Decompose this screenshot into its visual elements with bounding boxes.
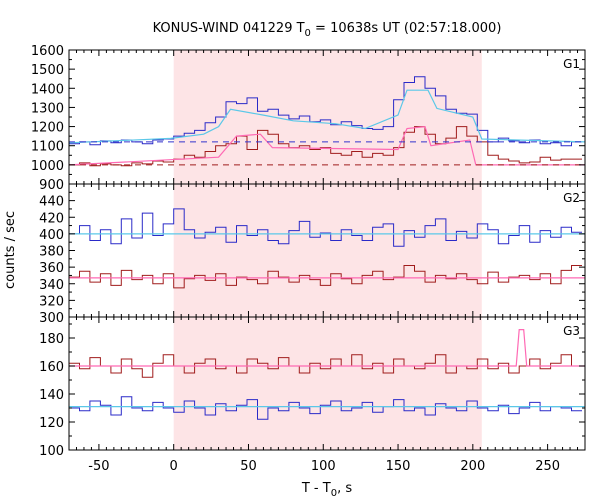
g1-blue-fit-line xyxy=(68,89,586,144)
y-axis-label: counts / sec xyxy=(3,211,18,289)
panel-g3: 100 120 140 160 180 G3 xyxy=(39,316,586,459)
g3-red-histogram-line xyxy=(69,354,582,378)
y-tick-label: 1600 xyxy=(31,44,64,59)
y-tick-label: 160 xyxy=(39,360,64,375)
title-text-suffix: = 10638s UT (02:57:18.000) xyxy=(311,21,501,36)
y-tick-label: 300 xyxy=(39,311,64,326)
g2-blue-histogram-line xyxy=(69,208,582,247)
x-tick-label: 250 xyxy=(535,459,560,474)
panel-g1: 900 1000 1100 1200 1300 1400 1500 1600 G1 xyxy=(31,44,586,193)
g2-red-histogram-line xyxy=(69,265,582,289)
y-tick-label: 340 xyxy=(39,278,64,293)
x-tick-label: -50 xyxy=(88,459,109,474)
g3-red-fit-line xyxy=(69,329,585,367)
y-tick-label: 900 xyxy=(39,178,64,193)
y-tick-label: 1200 xyxy=(31,121,64,136)
x-axis-label-subscript: 0 xyxy=(331,488,337,499)
y-tick-label: 380 xyxy=(39,245,64,260)
y-tick-label: 180 xyxy=(39,332,64,347)
x-tick-label: 50 xyxy=(240,459,257,474)
panel-frame xyxy=(68,316,586,451)
panels-group: 9001000110012001300140015001600G13003203… xyxy=(31,44,586,474)
title-subscript: 0 xyxy=(305,28,311,39)
y-tick-label: 1500 xyxy=(31,63,64,78)
burst-interval-shade xyxy=(173,50,482,450)
g3-blue-histogram-line xyxy=(69,396,582,420)
y-tick-label: 1400 xyxy=(31,82,64,97)
y-tick-label: 1000 xyxy=(31,159,64,174)
x-axis-label: T - T0, s xyxy=(301,481,352,499)
chart-title: KONUS-WIND 041229 T0 = 10638s UT (02:57:… xyxy=(153,21,502,39)
panel-label: G2 xyxy=(563,191,580,205)
y-tick-label: 100 xyxy=(39,444,64,459)
x-tick-label: 200 xyxy=(460,459,485,474)
x-tick-label: 0 xyxy=(170,459,178,474)
g1-red-fit-line xyxy=(68,125,585,166)
y-tick-label: 120 xyxy=(39,416,64,431)
y-tick-label: 360 xyxy=(39,261,64,276)
panel-label: G1 xyxy=(563,57,580,71)
y-tick-label: 320 xyxy=(39,294,64,309)
x-axis-label-text: T - T xyxy=(301,481,331,496)
y-tick-label: 420 xyxy=(39,211,64,226)
y-tick-label: 1300 xyxy=(31,101,64,116)
x-axis-label-suffix: , s xyxy=(337,481,352,496)
y-tick-label: 140 xyxy=(39,388,64,403)
x-tick-label: 150 xyxy=(386,459,411,474)
x-tick-label: 100 xyxy=(311,459,336,474)
title-text: KONUS-WIND 041229 T xyxy=(153,21,305,36)
y-tick-label: 400 xyxy=(39,228,64,243)
y-tick-label: 1100 xyxy=(31,140,64,155)
g1-blue-histogram-line xyxy=(69,76,582,147)
panel-label: G3 xyxy=(563,324,580,338)
y-tick-label: 440 xyxy=(39,195,64,210)
